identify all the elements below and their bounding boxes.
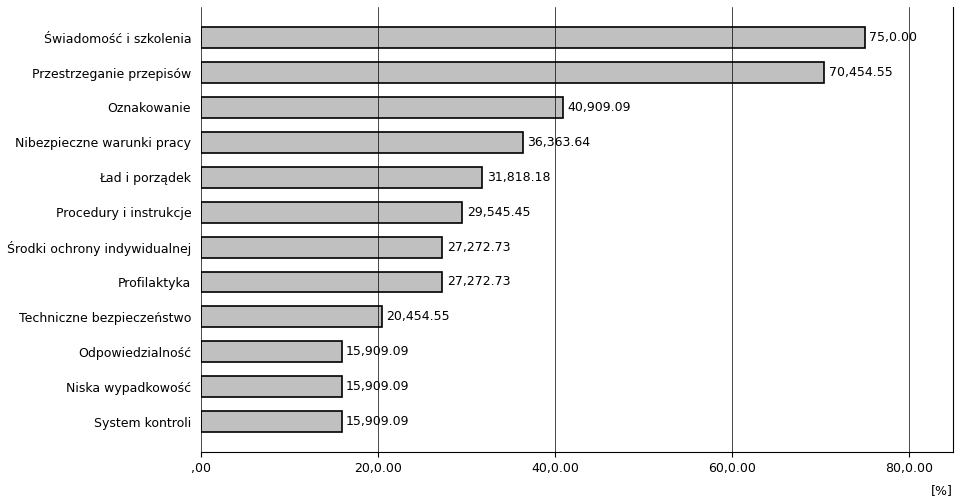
Text: 27,272.73: 27,272.73 — [446, 240, 510, 254]
Text: 40,909.09: 40,909.09 — [567, 101, 631, 114]
Bar — [201, 202, 463, 222]
Bar — [201, 97, 563, 118]
Text: 15,909.09: 15,909.09 — [347, 346, 410, 358]
Text: 36,363.64: 36,363.64 — [527, 136, 590, 149]
Text: 15,909.09: 15,909.09 — [347, 415, 410, 428]
Bar — [201, 306, 382, 328]
Bar — [201, 272, 443, 292]
Text: [%]: [%] — [931, 484, 953, 498]
Bar — [201, 376, 342, 397]
Text: 75,0.00: 75,0.00 — [869, 31, 917, 44]
Bar — [201, 342, 342, 362]
Bar — [201, 167, 483, 188]
Text: 20,454.55: 20,454.55 — [386, 310, 450, 324]
Bar — [201, 236, 443, 258]
Text: 70,454.55: 70,454.55 — [828, 66, 893, 79]
Text: 29,545.45: 29,545.45 — [467, 206, 530, 218]
Text: 15,909.09: 15,909.09 — [347, 380, 410, 393]
Bar — [201, 27, 865, 48]
Bar — [201, 62, 825, 83]
Text: 27,272.73: 27,272.73 — [446, 276, 510, 288]
Text: 31,818.18: 31,818.18 — [487, 171, 550, 184]
Bar — [201, 411, 342, 432]
Bar — [201, 132, 522, 153]
